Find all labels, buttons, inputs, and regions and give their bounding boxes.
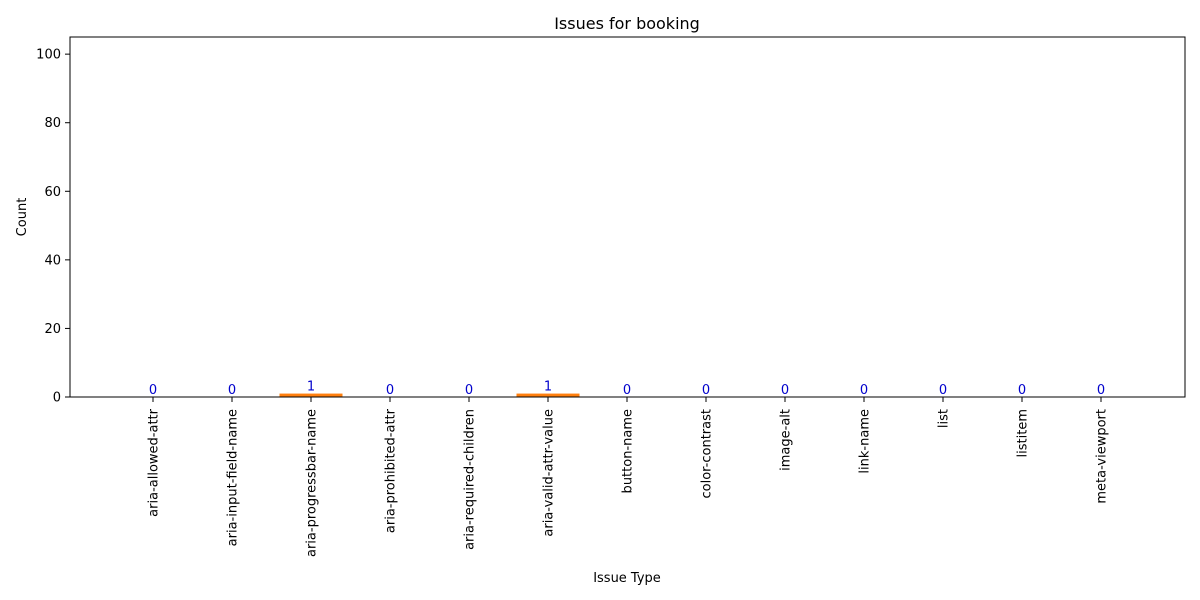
- bar-value-label: 0: [860, 383, 868, 398]
- x-tick-label: link-name: [858, 409, 873, 474]
- y-tick-label: 80: [44, 116, 61, 131]
- chart-title: Issues for booking: [554, 14, 700, 33]
- bar-value-label: 0: [1097, 383, 1105, 398]
- y-tick-label: 20: [44, 322, 61, 337]
- x-tick-label: aria-prohibited-attr: [384, 408, 399, 533]
- x-tick-label: list: [937, 409, 952, 428]
- x-tick-label: listitem: [1016, 409, 1031, 457]
- x-tick-label: aria-valid-attr-value: [542, 409, 557, 537]
- bar-value-label: 0: [1018, 383, 1026, 398]
- y-axis: 0 20 40 60 80 100: [36, 48, 70, 406]
- y-tick-label: 100: [36, 48, 61, 63]
- x-axis: aria-allowed-attr aria-input-field-name ar…: [147, 397, 1110, 557]
- bar-value-label: 0: [623, 383, 631, 398]
- y-tick-label: 0: [53, 391, 61, 406]
- bar-value-label: 0: [702, 383, 710, 398]
- x-axis-label: Issue Type: [593, 571, 661, 586]
- x-tick-label: aria-input-field-name: [226, 409, 241, 546]
- x-tick-label: button-name: [621, 409, 636, 493]
- x-tick-label: aria-required-children: [463, 409, 478, 550]
- plot-frame: [69, 36, 1186, 398]
- bar: [279, 393, 343, 397]
- x-tick-label: color-contrast: [700, 409, 715, 499]
- bar-value-label: 1: [544, 380, 552, 395]
- bar-value-label: 0: [465, 383, 473, 398]
- data-labels: 0 0 1 0 0 1 0 0 0 0 0 0 0: [149, 380, 1105, 398]
- bar: [516, 393, 580, 397]
- bar-value-label: 0: [228, 383, 236, 398]
- bar-value-label: 0: [149, 383, 157, 398]
- bar-value-label: 0: [939, 383, 947, 398]
- bar-value-label: 0: [781, 383, 789, 398]
- bar-value-label: 0: [386, 383, 394, 398]
- bar-value-label: 1: [307, 380, 315, 395]
- y-tick-label: 40: [44, 253, 61, 268]
- x-tick-label: aria-progressbar-name: [305, 409, 320, 557]
- bars: [279, 393, 580, 397]
- y-tick-label: 60: [44, 185, 61, 200]
- x-tick-label: aria-allowed-attr: [147, 408, 162, 516]
- y-axis-label: Count: [15, 198, 30, 237]
- x-tick-label: meta-viewport: [1095, 409, 1110, 504]
- x-tick-label: image-alt: [779, 409, 794, 471]
